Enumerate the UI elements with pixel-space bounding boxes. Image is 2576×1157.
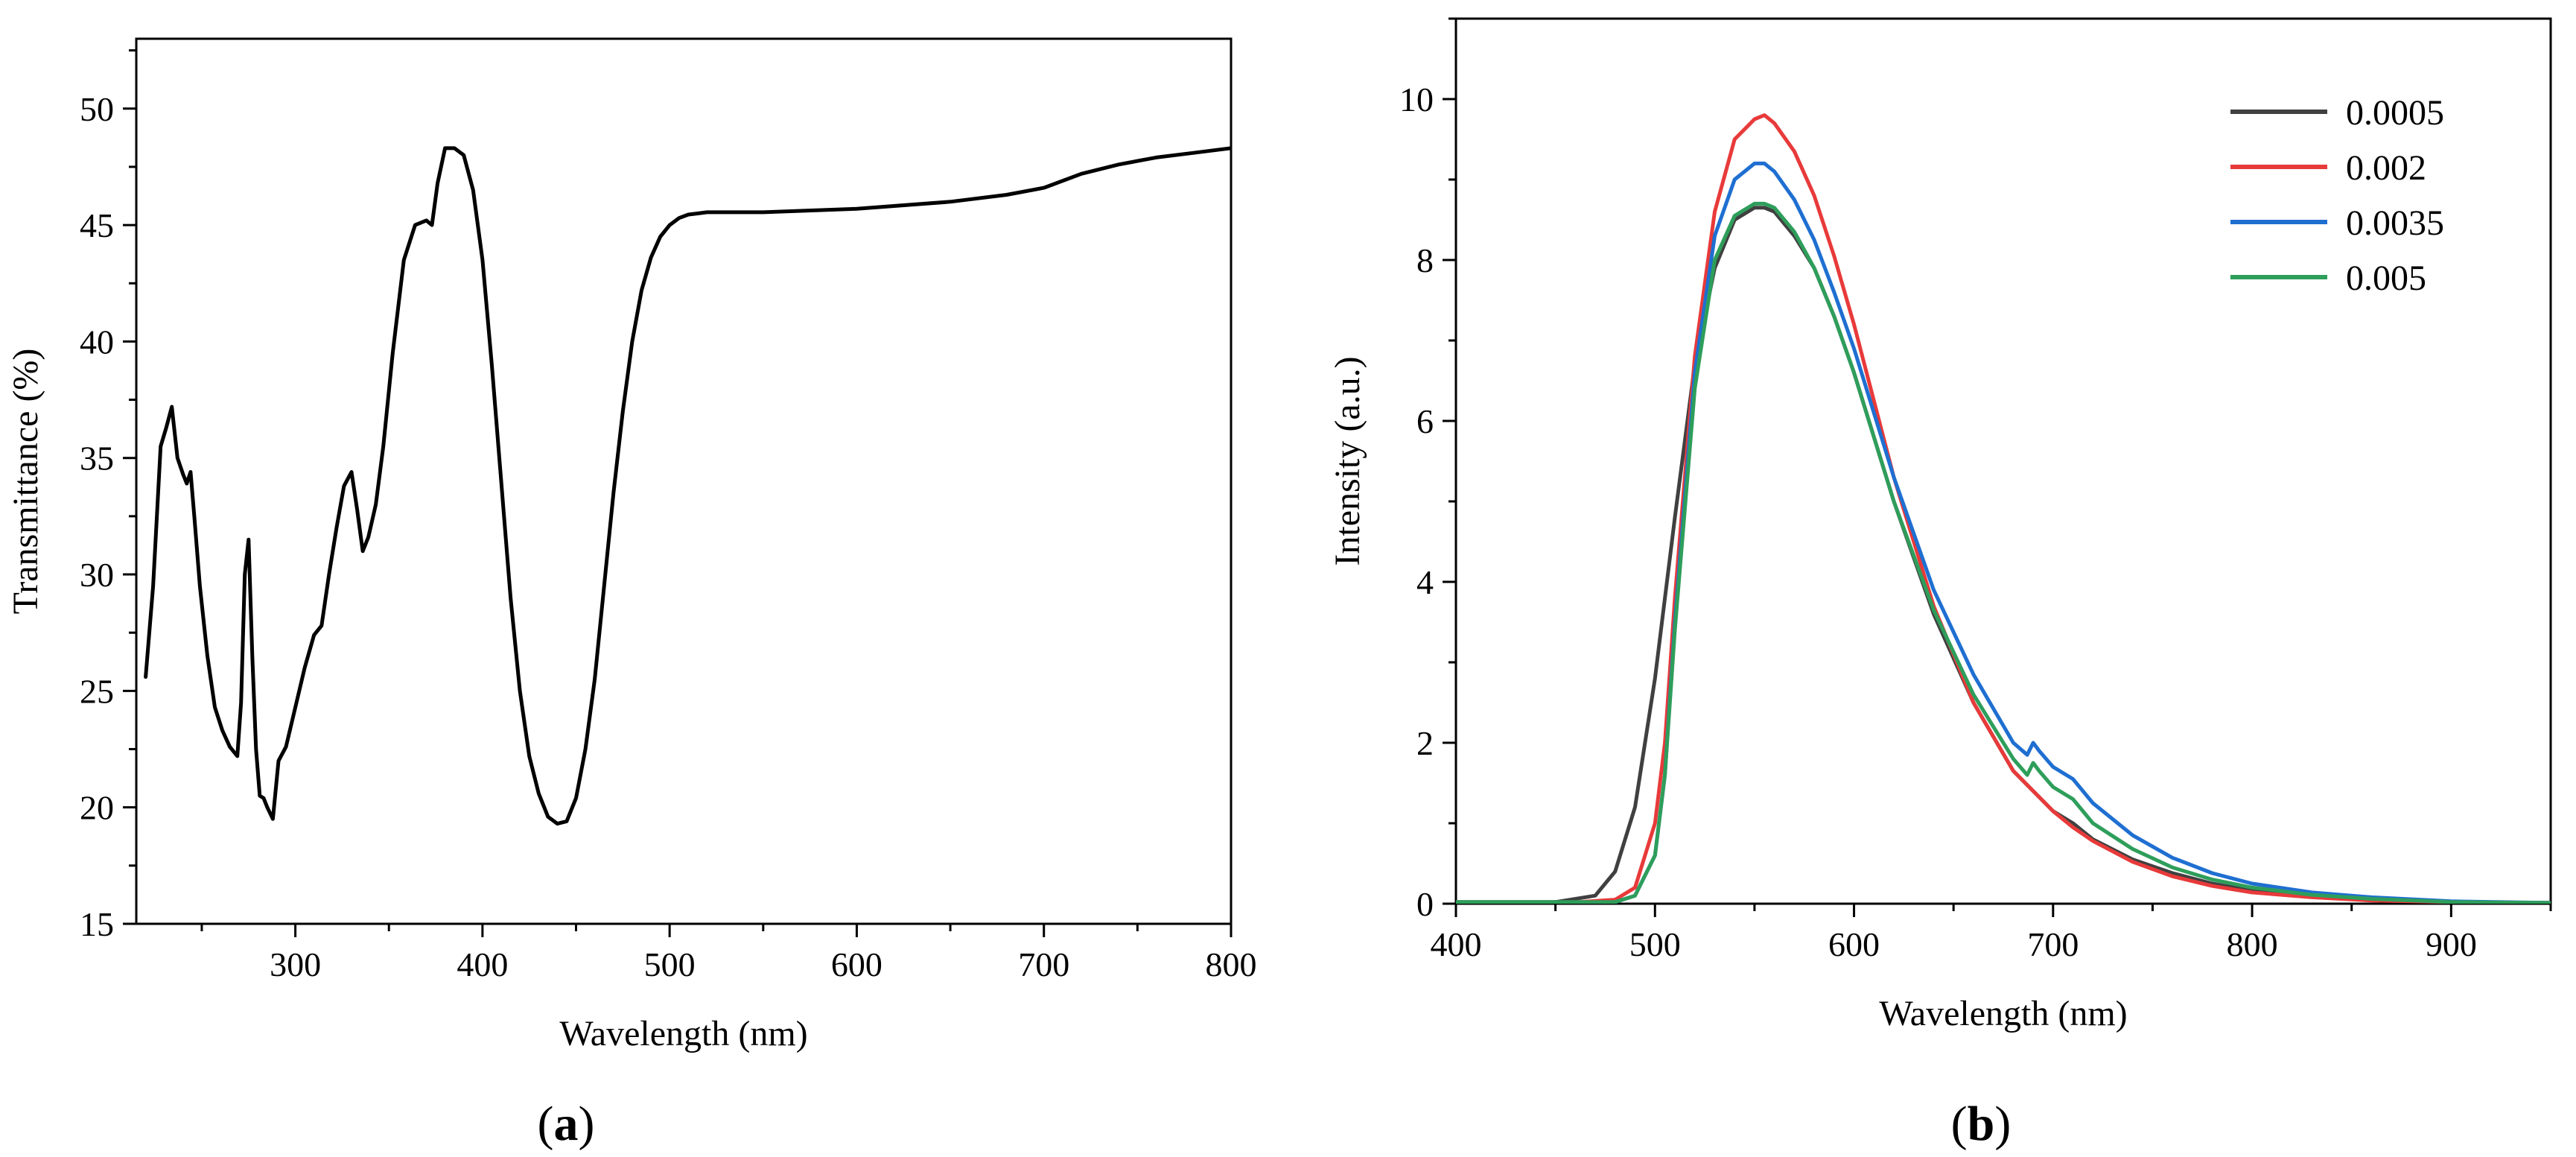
y-tick-label: 30 xyxy=(80,556,114,594)
series-line-0-005 xyxy=(1456,201,2551,904)
panel-a-chart: 300 400 500 600 700 800 15 20 25 30 35 40 45 50 Wavele… xyxy=(6,37,1257,1151)
y-tick-label: 45 xyxy=(80,206,114,244)
x-tick-label: 700 xyxy=(2027,925,2079,963)
legend-label: 0.005 xyxy=(2346,259,2426,298)
y-tick-label: 4 xyxy=(1416,563,1434,601)
x-axis-title: Wavelength (nm) xyxy=(559,1014,807,1053)
y-tick-label: 10 xyxy=(1399,80,1434,118)
x-tick-label: 900 xyxy=(2426,925,2477,963)
x-tick-label: 500 xyxy=(1629,925,1681,963)
y-tick-label: 50 xyxy=(80,90,114,128)
x-tick-label: 600 xyxy=(831,945,882,983)
series-line-0-0005 xyxy=(1456,206,2551,904)
y-tick-label: 25 xyxy=(80,672,114,710)
x-tick-label: 600 xyxy=(1828,925,1880,963)
x-tick-label: 800 xyxy=(2227,925,2278,963)
legend-label: 0.0035 xyxy=(2346,203,2444,243)
plot-frame xyxy=(135,37,1233,925)
panel-label: (a) xyxy=(538,1097,595,1151)
y-tick-label: 2 xyxy=(1416,724,1434,762)
legend-label: 0.0005 xyxy=(2346,93,2444,133)
y-axis-title: Transmittance (%) xyxy=(6,349,45,615)
y-tick-label: 40 xyxy=(80,323,114,361)
panel-label: (b) xyxy=(1951,1097,2011,1151)
y-tick-label: 8 xyxy=(1416,241,1434,279)
y-tick-label: 6 xyxy=(1416,402,1434,440)
plot-frame xyxy=(1454,17,2552,905)
y-axis-title: Intensity (a.u.) xyxy=(1328,356,1367,565)
legend-label: 0.002 xyxy=(2346,148,2426,188)
y-tick-label: 20 xyxy=(80,789,114,827)
x-tick-label: 400 xyxy=(1431,925,1482,963)
x-tick-label: 300 xyxy=(270,945,321,983)
y-tick-label: 35 xyxy=(80,440,114,478)
x-tick-label: 500 xyxy=(644,945,696,983)
panel-b-chart: 400 500 600 700 800 900 0 2 4 6 8 10 Wavelength (nm)… xyxy=(1328,17,2552,1151)
y-tick-label: 0 xyxy=(1416,885,1434,923)
x-tick-label: 800 xyxy=(1206,945,1257,983)
x-tick-label: 400 xyxy=(457,945,508,983)
series-line-transmittance xyxy=(144,146,1231,826)
y-tick-label: 15 xyxy=(80,905,114,943)
x-tick-label: 700 xyxy=(1018,945,1069,983)
series-line-0-002 xyxy=(1456,113,2551,904)
x-axis-title: Wavelength (nm) xyxy=(1879,994,2127,1033)
